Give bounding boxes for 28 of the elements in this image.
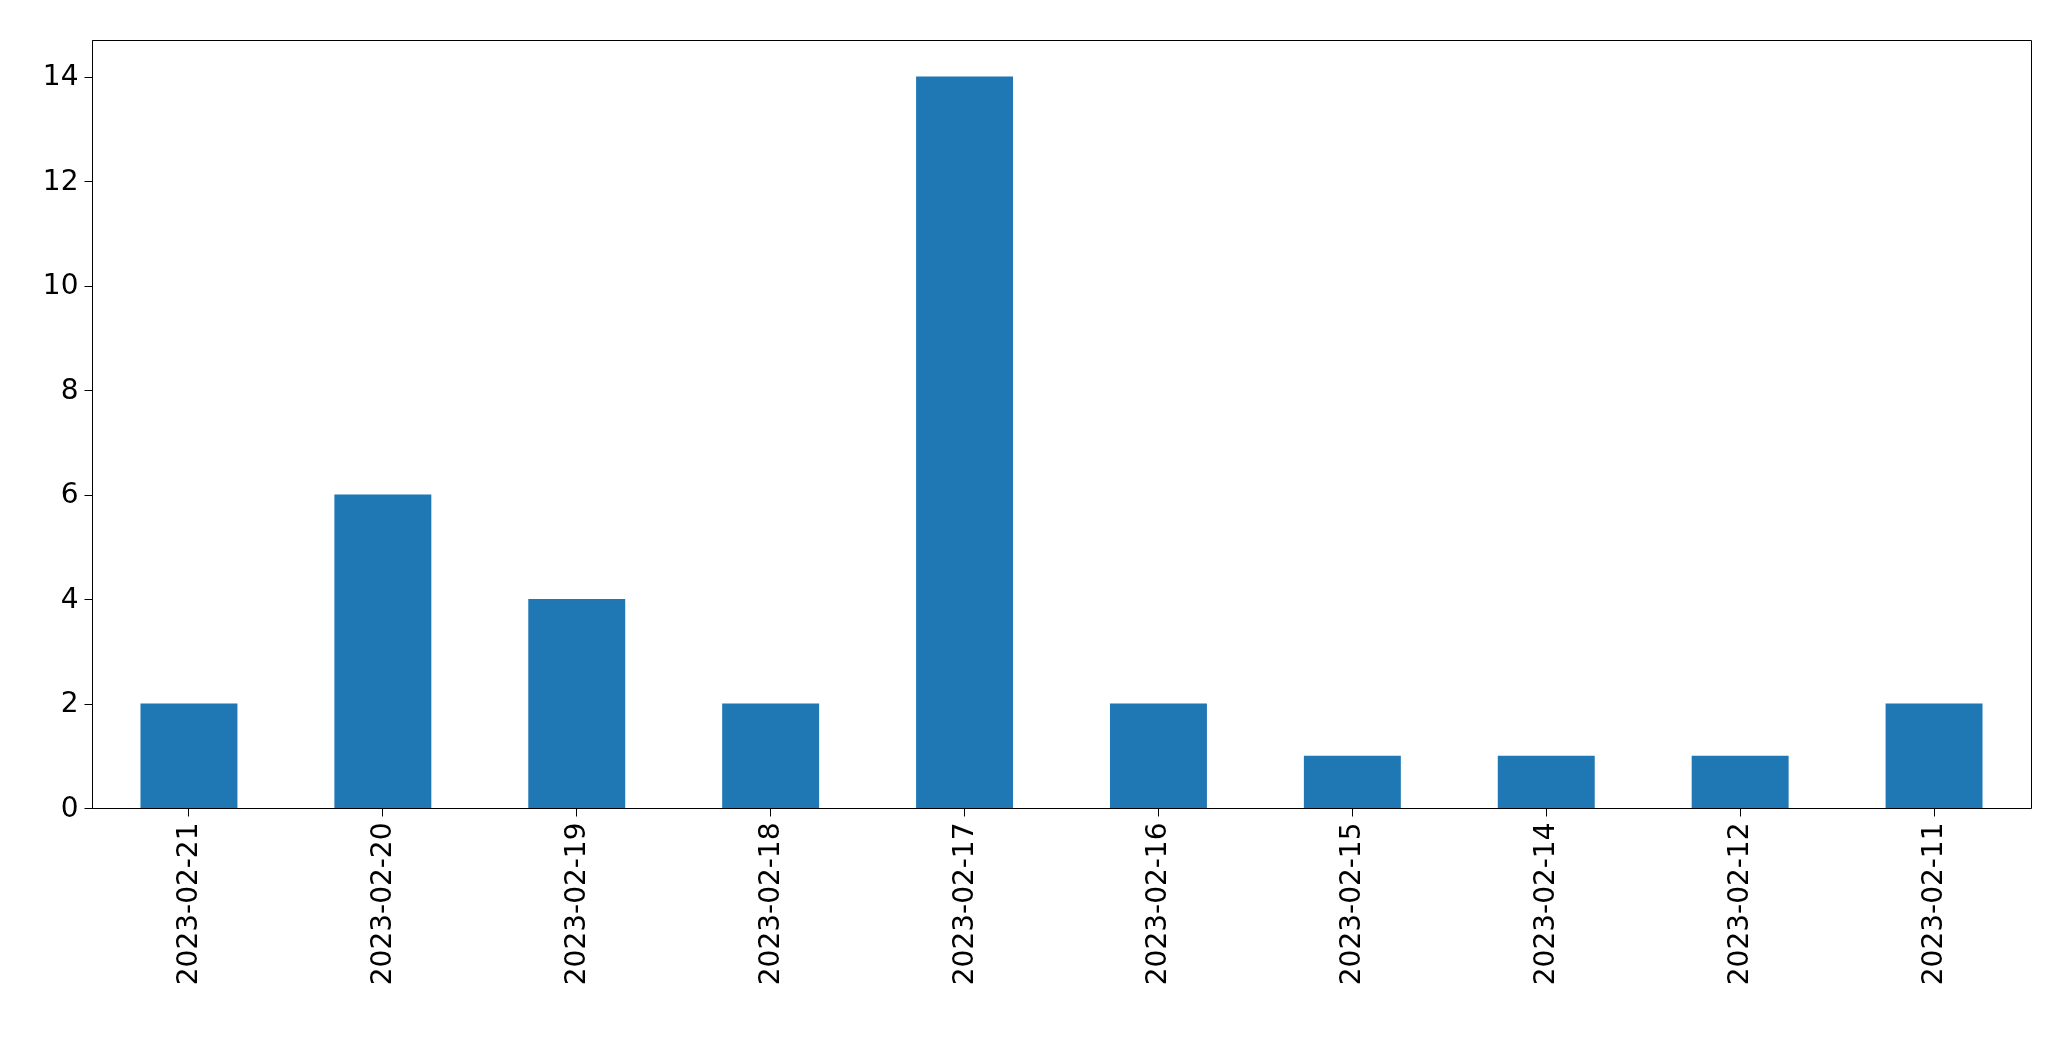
x-tick-label: 2023-02-15 [1334, 822, 1368, 986]
y-tick-label: 8 [60, 372, 79, 406]
x-tick-label: 2023-02-16 [1140, 822, 1174, 986]
bar [1497, 755, 1595, 808]
x-tick-label: 2023-02-19 [558, 822, 592, 986]
x-tick-label: 2023-02-17 [946, 822, 980, 986]
x-tick-label: 2023-02-11 [1916, 822, 1950, 986]
bar [916, 76, 1014, 808]
y-tick-label: 4 [60, 581, 79, 615]
y-tick-label: 12 [42, 163, 79, 197]
bar [1691, 755, 1789, 808]
bar [140, 703, 238, 808]
x-tick-label: 2023-02-20 [364, 822, 398, 986]
y-tick-label: 10 [42, 268, 79, 302]
bar [528, 599, 626, 808]
x-tick-label: 2023-02-21 [170, 822, 204, 986]
y-tick-label: 6 [60, 477, 79, 511]
y-tick-label: 0 [60, 790, 79, 824]
bar [1109, 703, 1207, 808]
x-tick-label: 2023-02-14 [1528, 822, 1562, 986]
bar [334, 494, 432, 808]
x-tick-label: 2023-02-12 [1722, 822, 1756, 986]
x-tick-label: 2023-02-18 [752, 822, 786, 986]
bar [1303, 755, 1401, 808]
bar [722, 703, 820, 808]
y-tick-label: 14 [42, 59, 79, 93]
y-tick-label: 2 [60, 686, 79, 720]
bar [1885, 703, 1983, 808]
